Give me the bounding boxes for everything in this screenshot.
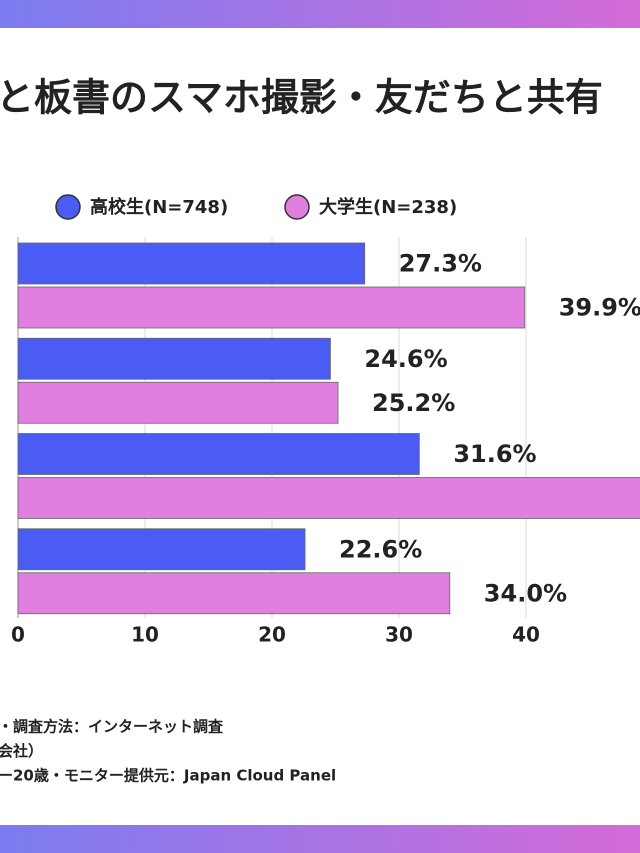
bar — [17, 477, 640, 519]
footnote: ー20歳・モニター提供元：Japan Cloud Panel — [0, 767, 336, 785]
bottom-band — [0, 825, 640, 853]
value-label: 39.9% — [559, 294, 640, 322]
x-tick-label: 40 — [512, 623, 540, 647]
value-label: 24.6% — [364, 345, 447, 373]
legend-label: 高校生(N=748) — [90, 196, 228, 218]
top-band — [0, 0, 640, 28]
bar — [17, 528, 306, 571]
value-label: 31.6% — [453, 440, 536, 468]
legend-swatch — [284, 194, 310, 220]
value-label: 27.3% — [399, 250, 482, 278]
x-tick-label: 10 — [131, 623, 159, 647]
footnote: 会社） — [0, 742, 43, 760]
bar — [17, 286, 526, 329]
legend-label: 大学生(N=238) — [319, 196, 457, 218]
legend-swatch — [55, 194, 81, 220]
value-label: 22.6% — [339, 535, 422, 563]
chart-title: と板書のスマホ撮影・友だちと共有 — [0, 76, 603, 120]
bar — [17, 242, 366, 285]
bar — [17, 337, 331, 380]
bar — [17, 381, 339, 424]
value-label: 34.0% — [484, 579, 567, 607]
x-tick-label: 20 — [258, 623, 286, 647]
footnote: ・調査方法：インターネット調査 — [0, 718, 224, 736]
x-tick-label: 0 — [11, 623, 25, 647]
x-tick-label: 30 — [385, 623, 413, 647]
bar — [17, 572, 451, 615]
value-label: 25.2% — [372, 389, 455, 417]
bar — [17, 433, 420, 475]
